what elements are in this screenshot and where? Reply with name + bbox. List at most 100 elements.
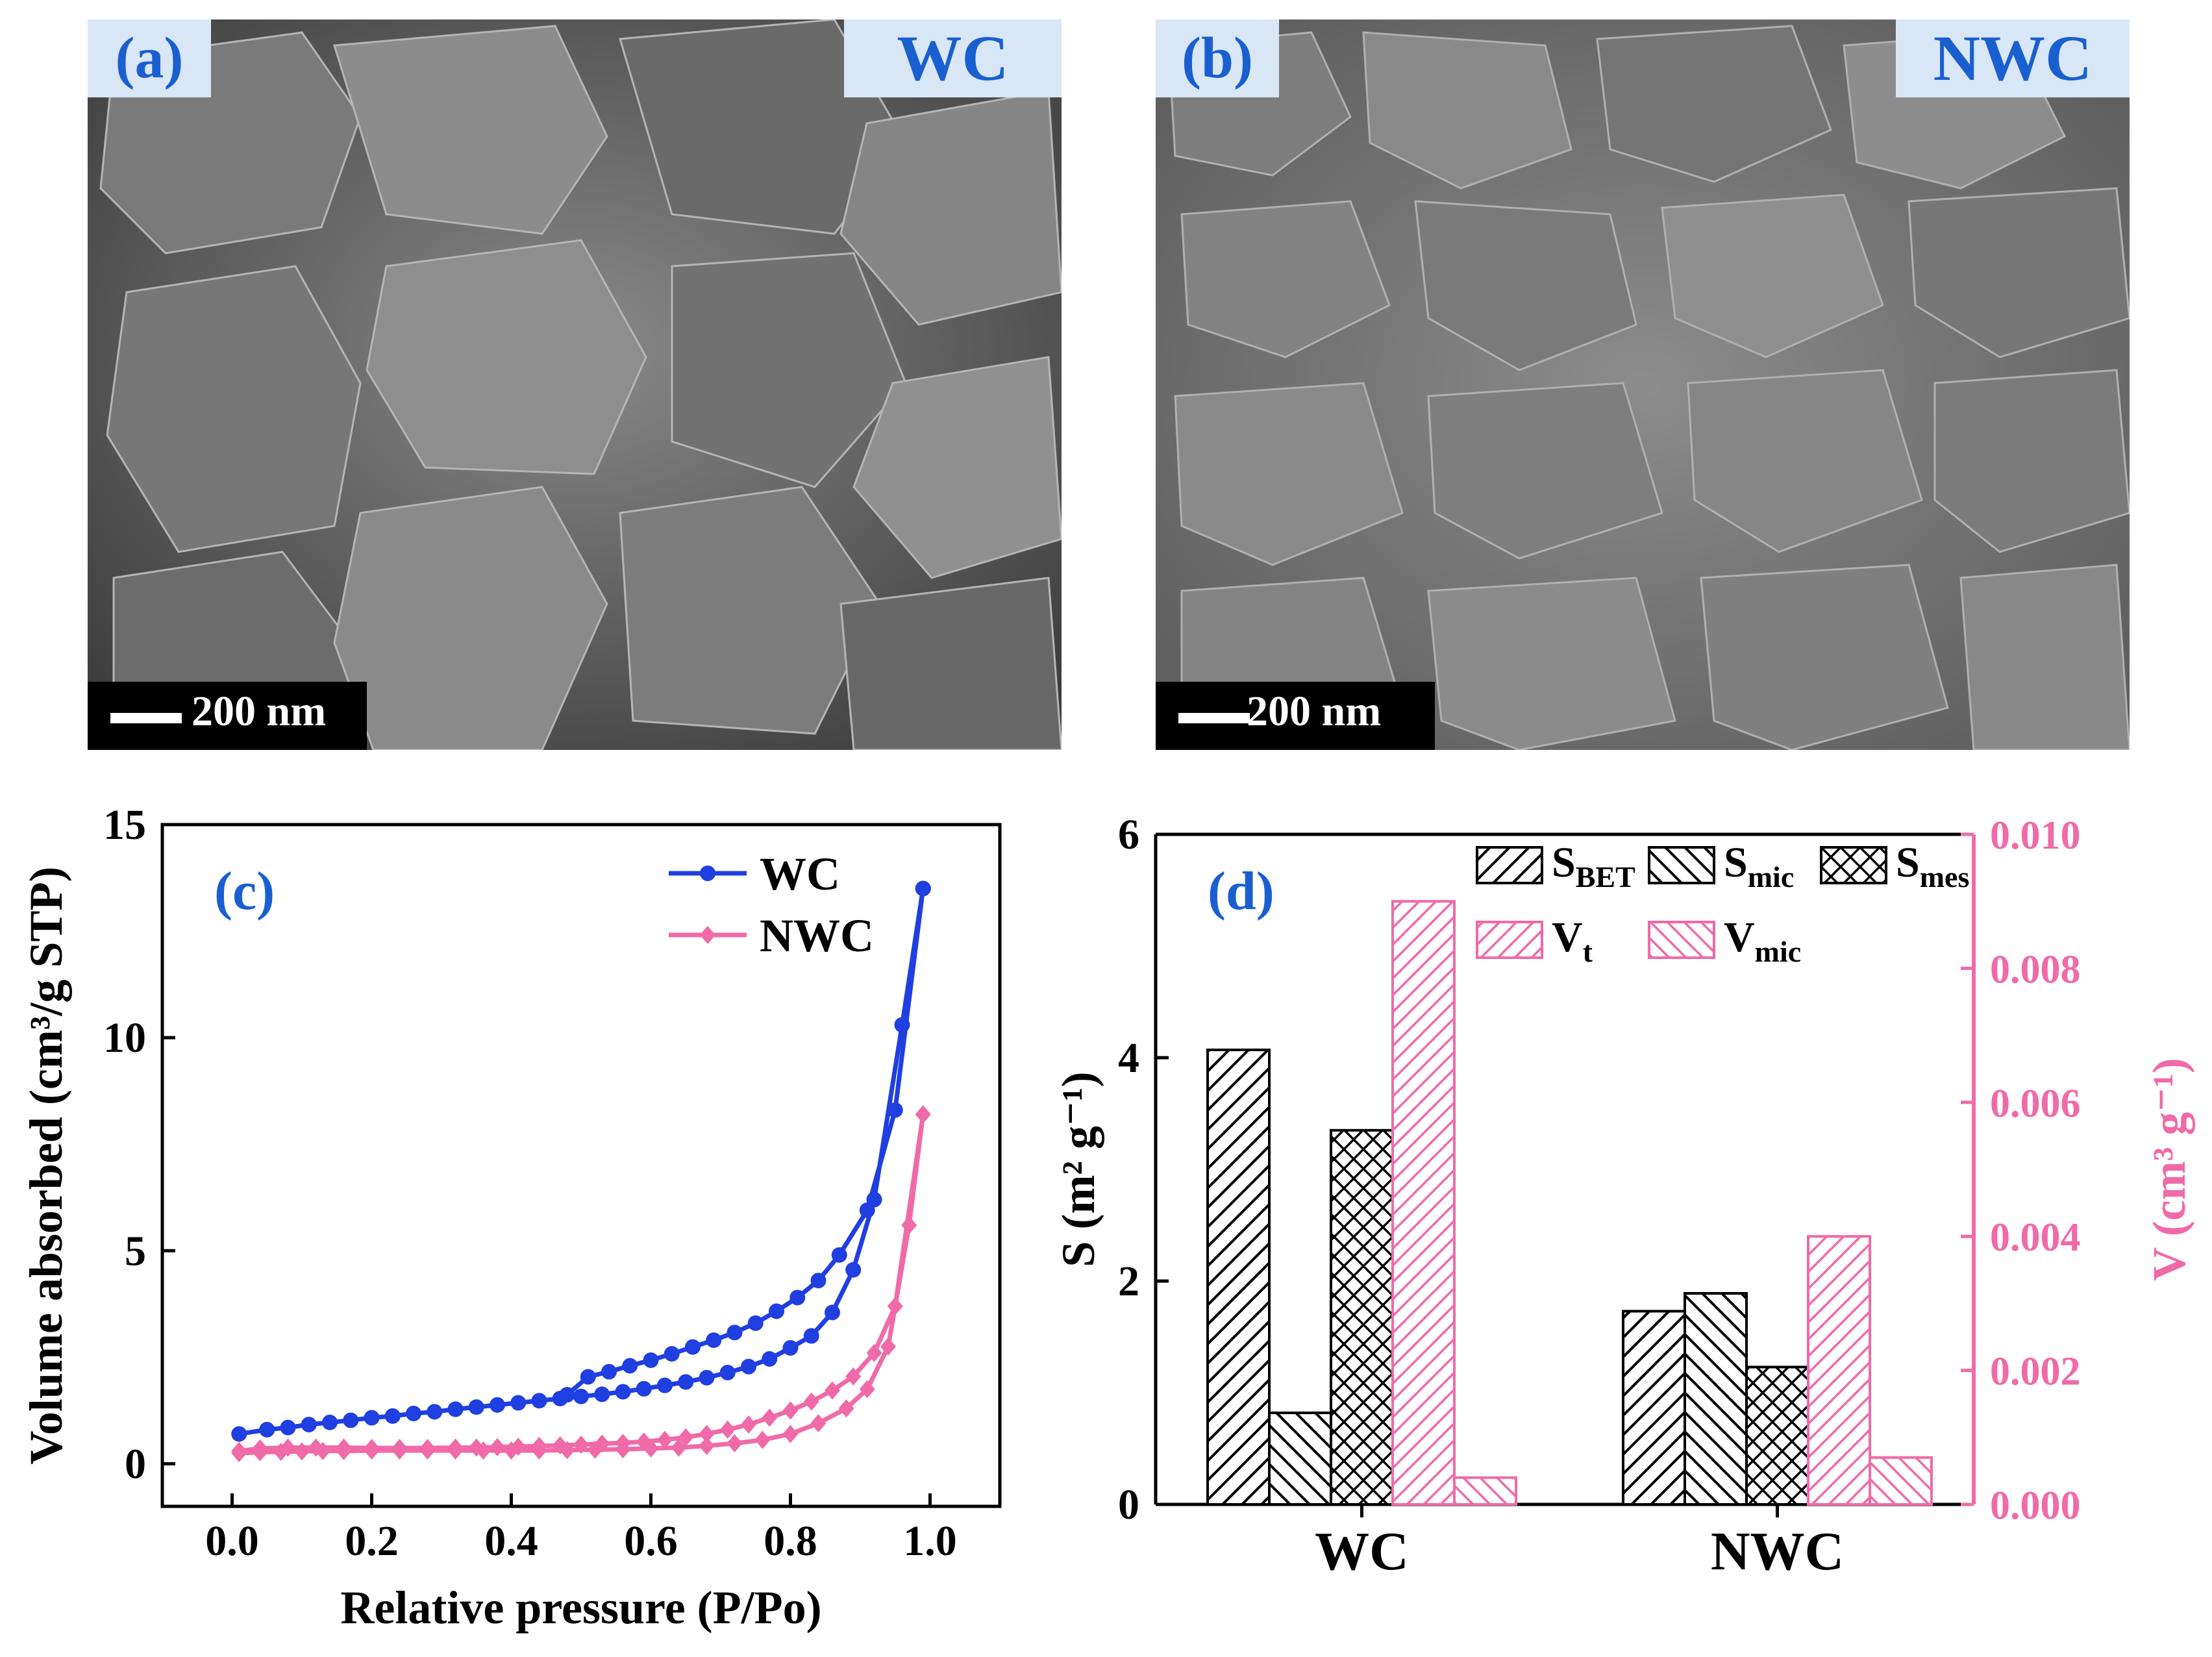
bar-s-mes: [1330, 1128, 1394, 1506]
data-point: [810, 1414, 826, 1433]
data-point: [510, 1395, 527, 1411]
data-point: [678, 1374, 694, 1390]
data-point: [657, 1377, 673, 1393]
data-point: [622, 1358, 638, 1374]
data-point: [490, 1438, 505, 1456]
data-point: [573, 1435, 589, 1454]
surface-area-chart: 0 2 4 6 0.000 0.002 0.004 0.006 0.008 0.010 S (m² …: [1052, 811, 2195, 1582]
data-point: [643, 1352, 659, 1368]
y-right-tick-label: 0.010: [1990, 814, 2081, 858]
data-point: [231, 1426, 247, 1442]
data-point: [769, 1303, 784, 1319]
data-point: [838, 1399, 854, 1418]
data-point: [782, 1401, 799, 1420]
data-point: [259, 1421, 275, 1438]
data-point: [887, 1102, 903, 1118]
data-point: [700, 866, 715, 881]
bar-s-mes: [1745, 1365, 1809, 1506]
x-axis-label: Relative pressure (P/Po): [340, 1582, 821, 1634]
data-point: [364, 1410, 380, 1426]
data-point: [580, 1369, 596, 1385]
x-category-label: WC: [1315, 1521, 1409, 1582]
bar-s-mic: [1684, 1291, 1748, 1506]
data-point: [671, 1438, 687, 1457]
bar-v-mic: [1453, 1476, 1517, 1506]
data-point: [594, 1386, 610, 1402]
data-point: [719, 1420, 736, 1439]
data-point: [468, 1438, 484, 1457]
data-point: [601, 1364, 617, 1380]
data-point: [762, 1351, 778, 1367]
data-point: [782, 1339, 799, 1356]
panel-a-sample-label: WC: [844, 19, 1062, 97]
data-point: [741, 1415, 756, 1434]
legend-label: NWC: [760, 910, 874, 962]
y-tick-label: 5: [125, 1227, 146, 1275]
legend-label: Smic: [1724, 839, 1794, 893]
x-tick-label: 0.8: [764, 1517, 817, 1565]
isotherm-chart: 0.0 0.2 0.4 0.6 0.8 1.0 0 5 10 15 Relative pressur…: [20, 801, 1002, 1634]
bar-v-t: [1391, 900, 1456, 1506]
data-point: [406, 1405, 421, 1421]
panel-d-label: (d): [1208, 861, 1274, 921]
data-point: [700, 926, 715, 944]
bar-v-mic: [1869, 1456, 1933, 1506]
data-point: [336, 1438, 352, 1457]
data-point: [747, 1315, 764, 1331]
data-point: [468, 1399, 484, 1415]
data-point: [391, 1439, 408, 1458]
data-point: [301, 1417, 317, 1432]
data-point: [887, 1297, 903, 1315]
bar-s-mic: [1268, 1411, 1332, 1506]
legend-swatch: [1648, 846, 1715, 884]
y-left-tick-label: 0: [1118, 1481, 1139, 1528]
y-axis-label: Volume absorbed (cm³/g STP): [20, 867, 72, 1465]
data-point: [762, 1408, 778, 1427]
data-point: [364, 1439, 380, 1458]
series-line-wc-adsorption: [238, 888, 926, 1436]
x-tick-label: 0.6: [624, 1517, 678, 1565]
data-point: [699, 1436, 715, 1455]
data-point: [803, 1392, 819, 1411]
data-point: [727, 1325, 743, 1341]
legend-label: SBET: [1552, 839, 1635, 893]
data-point: [803, 1328, 819, 1344]
scale-bar-a: 200 nm: [88, 682, 367, 750]
y-left-tick-label: 4: [1118, 1034, 1139, 1082]
scale-bar-label: 200 nm: [1247, 688, 1382, 735]
data-point: [531, 1436, 547, 1455]
data-point: [678, 1428, 694, 1447]
scale-bar-line: [1178, 713, 1250, 723]
legend-label: WC: [760, 848, 840, 900]
data-point: [552, 1436, 568, 1455]
bar-s-bet: [1622, 1310, 1686, 1506]
y-tick-label: 0: [125, 1440, 146, 1488]
bar-s-bet: [1206, 1048, 1271, 1506]
data-point: [859, 1202, 875, 1218]
data-point: [706, 1332, 722, 1349]
panel-b-sample-label: NWC: [1896, 19, 2130, 97]
y-right-tick-label: 0.002: [1990, 1350, 2081, 1394]
data-point: [447, 1401, 464, 1417]
bar-v-t: [1807, 1235, 1871, 1506]
plot-frame: [160, 823, 1002, 1508]
y-tick-label: 10: [103, 1014, 146, 1062]
data-point: [719, 1364, 736, 1380]
data-point: [510, 1438, 527, 1456]
y-tick-label: 15: [103, 801, 146, 849]
data-point: [308, 1438, 324, 1457]
data-point: [810, 1273, 826, 1289]
data-point: [657, 1430, 673, 1449]
data-point: [866, 1343, 882, 1362]
y-left-tick-label: 2: [1118, 1258, 1139, 1305]
legend-swatch: [1476, 846, 1543, 884]
data-point: [531, 1393, 547, 1409]
panel-a-label: (a): [88, 19, 211, 97]
data-point: [419, 1439, 436, 1458]
data-point: [447, 1438, 464, 1457]
data-point: [699, 1425, 715, 1443]
data-point: [789, 1289, 806, 1306]
legend-swatch: [1820, 846, 1887, 884]
data-point: [915, 880, 931, 897]
scale-bar-b: 200 nm: [1156, 682, 1435, 750]
